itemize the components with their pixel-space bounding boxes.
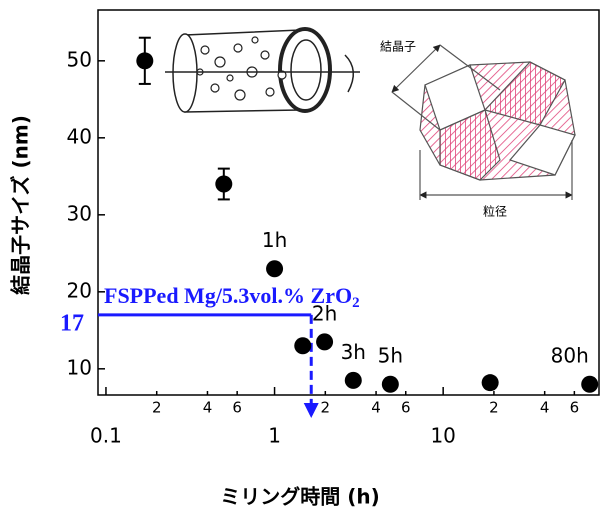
x-tick-label: 2 xyxy=(489,399,499,417)
reference-text-sub: 2 xyxy=(352,295,360,311)
point-label: 5h xyxy=(378,344,403,368)
reference-label: 17 xyxy=(60,310,84,336)
y-tick-label: 40 xyxy=(67,124,92,148)
point xyxy=(482,374,499,391)
point xyxy=(136,52,153,69)
point-label: 1h xyxy=(262,228,287,252)
x-tick-label: 0.1 xyxy=(90,424,122,448)
chart: 結晶子 粒径 ミリング時間 (h) 結晶子サイズ (nm) 10 20 30 40 50… xyxy=(0,0,601,518)
point-label: 2h xyxy=(312,301,337,325)
x-tick-label: 4 xyxy=(203,399,213,417)
point xyxy=(382,376,399,393)
point xyxy=(266,260,283,277)
inset-label: 結晶子 xyxy=(380,40,416,54)
point-label: 3h xyxy=(341,340,366,364)
inset-label: 粒径 xyxy=(483,204,507,219)
x-tick-label: 2 xyxy=(321,399,331,417)
y-tick-label: 10 xyxy=(67,355,92,379)
point xyxy=(581,376,598,393)
y-tick-label: 20 xyxy=(67,278,92,302)
x-tick-label: 6 xyxy=(232,399,242,417)
point-label: 80h xyxy=(551,344,589,368)
point xyxy=(316,333,333,350)
x-tick-label: 10 xyxy=(430,424,455,448)
point xyxy=(345,372,362,389)
x-tick-label: 4 xyxy=(371,399,381,417)
x-tick-label: 4 xyxy=(540,399,550,417)
y-tick-label: 30 xyxy=(67,201,92,225)
point xyxy=(215,176,232,193)
x-tick-label: 6 xyxy=(401,399,411,417)
x-axis-title: ミリング時間 (h) xyxy=(220,485,379,509)
point xyxy=(294,337,311,354)
x-tick-label: 2 xyxy=(152,399,162,417)
x-tick-label: 1 xyxy=(268,424,281,448)
x-tick-label: 6 xyxy=(570,399,580,417)
grain-inset xyxy=(392,45,575,200)
y-tick-label: 50 xyxy=(67,47,92,71)
y-axis-title: 結晶子サイズ (nm) xyxy=(9,115,33,295)
mill-inset xyxy=(165,29,360,112)
